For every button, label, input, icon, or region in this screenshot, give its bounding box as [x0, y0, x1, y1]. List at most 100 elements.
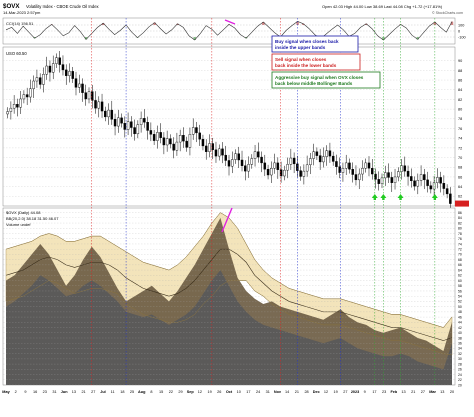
uso-tick-label: 64: [458, 185, 462, 189]
uso-candle-body: [55, 57, 58, 64]
uso-candle-body: [257, 151, 260, 158]
green-arrow-icon: [431, 194, 438, 200]
annotation-aggressive-text: Aggressive buy signal when OVX closes ba…: [275, 75, 365, 86]
x-tick-label: 28: [304, 390, 308, 394]
cci-overbought-mark: [176, 23, 179, 25]
uso-candle-body: [165, 138, 169, 146]
uso-candle-body: [29, 88, 32, 98]
ovx-tick-label: 76: [458, 237, 462, 241]
x-tick-label: 2: [15, 390, 17, 394]
cci-overbought-mark: [262, 22, 265, 25]
uso-candle-body: [97, 101, 101, 109]
ovx-grid: [3, 212, 455, 386]
uso-candle-body: [208, 143, 211, 152]
uso-candle-body: [315, 151, 319, 156]
x-tick-label: 23: [43, 390, 47, 394]
ovx-tick-label: 80: [458, 227, 462, 231]
uso-candle-body: [423, 174, 426, 181]
x-tick-label: 2023: [351, 390, 359, 394]
cci-overbought-mark: [153, 22, 156, 25]
uso-candle-body: [384, 172, 387, 179]
uso-candle-body: [234, 153, 237, 160]
uso-candle-body: [240, 159, 244, 166]
uso-candle-body: [19, 98, 22, 108]
uso-candle-body: [370, 168, 374, 175]
x-tick-label: 27: [421, 390, 425, 394]
x-tick-label: 19: [207, 390, 211, 394]
uso-candle-body: [367, 162, 371, 169]
uso-candle-body: [81, 83, 84, 93]
x-tick-label: 13: [401, 390, 405, 394]
uso-candle-body: [152, 134, 156, 141]
uso-tick-label: 74: [458, 137, 462, 141]
uso-candle-body: [351, 168, 354, 175]
annotation-aggressive-box: [271, 71, 381, 89]
cci-overbought-mark: [433, 22, 437, 25]
uso-candle-body: [87, 91, 91, 100]
uso-candle-body: [260, 156, 263, 164]
uso-candle-body: [309, 158, 312, 166]
x-tick-label: 19: [334, 390, 338, 394]
x-tick-label: Sep: [187, 390, 195, 394]
uso-candle-body: [305, 164, 309, 172]
x-tick-label: 21: [81, 390, 85, 394]
uso-tick-label: 70: [458, 156, 462, 160]
x-tick-label: Jul: [100, 390, 106, 394]
uso-candle-body: [331, 155, 335, 162]
x-tick-label: Jun: [61, 390, 68, 394]
uso-candle-body: [201, 138, 205, 147]
cci-oversold-mark: [416, 37, 419, 40]
uso-candle-body: [130, 121, 133, 128]
uso-candle-body: [318, 155, 322, 163]
uso-candle-body: [231, 159, 234, 167]
uso-candle-body: [344, 162, 348, 169]
uso-candle-body: [289, 157, 293, 165]
uso-candle-body: [117, 117, 120, 127]
uso-candle-body: [296, 163, 299, 171]
uso-tick-label: 72: [458, 146, 462, 150]
uso-candle-body: [335, 161, 338, 167]
ovx-magenta-mark: [221, 207, 233, 233]
cci-tick-label: 100: [458, 23, 464, 27]
uso-tick-label: 82: [458, 98, 462, 102]
uso-candle-body: [78, 83, 81, 88]
x-tick-label: 17: [372, 390, 376, 394]
ovx-tick-label: 22: [458, 378, 462, 382]
uso-candle-body: [436, 177, 439, 183]
uso-candle-body: [322, 156, 325, 163]
uso-tick-label: 76: [458, 127, 462, 131]
uso-candle-body: [338, 166, 341, 173]
uso-candle-body: [159, 132, 162, 138]
uso-candle-body: [426, 179, 429, 186]
uso-candle-body: [113, 119, 117, 127]
uso-candle-body: [169, 138, 172, 145]
ovx-tick-label: 36: [458, 342, 462, 346]
uso-candle-body: [9, 107, 13, 112]
uso-candle-body: [419, 174, 423, 181]
uso-candle-body: [410, 176, 413, 182]
green-arrow-icon: [397, 194, 404, 200]
annotation-sell-text: Sell signal when closes back inside the …: [275, 57, 337, 68]
x-tick-label: 13: [440, 390, 444, 394]
uso-candle-body: [104, 110, 107, 118]
uso-candle-body: [22, 94, 26, 100]
uso-candle-body: [374, 173, 377, 180]
uso-candle-body: [211, 143, 214, 151]
uso-candle-body: [110, 109, 114, 120]
ovx-tick-label: 30: [458, 357, 462, 361]
x-tick-label: 21: [411, 390, 415, 394]
uso-candle-body: [175, 141, 179, 151]
uso-candle-body: [416, 180, 420, 187]
uso-candle-body: [185, 140, 188, 148]
cci-series-line: [5, 21, 453, 41]
uso-candle-body: [198, 132, 201, 140]
uso-candle-body: [139, 118, 143, 125]
ovx-tick-label: 86: [458, 211, 462, 215]
uso-grid: [3, 60, 455, 197]
x-tick-label: Aug: [138, 390, 146, 394]
uso-candle-body: [406, 170, 410, 177]
uso-candle-body: [6, 111, 9, 115]
green-arrow-icon: [371, 194, 378, 200]
uso-candle-body: [149, 130, 153, 135]
uso-candle-body: [354, 174, 358, 181]
